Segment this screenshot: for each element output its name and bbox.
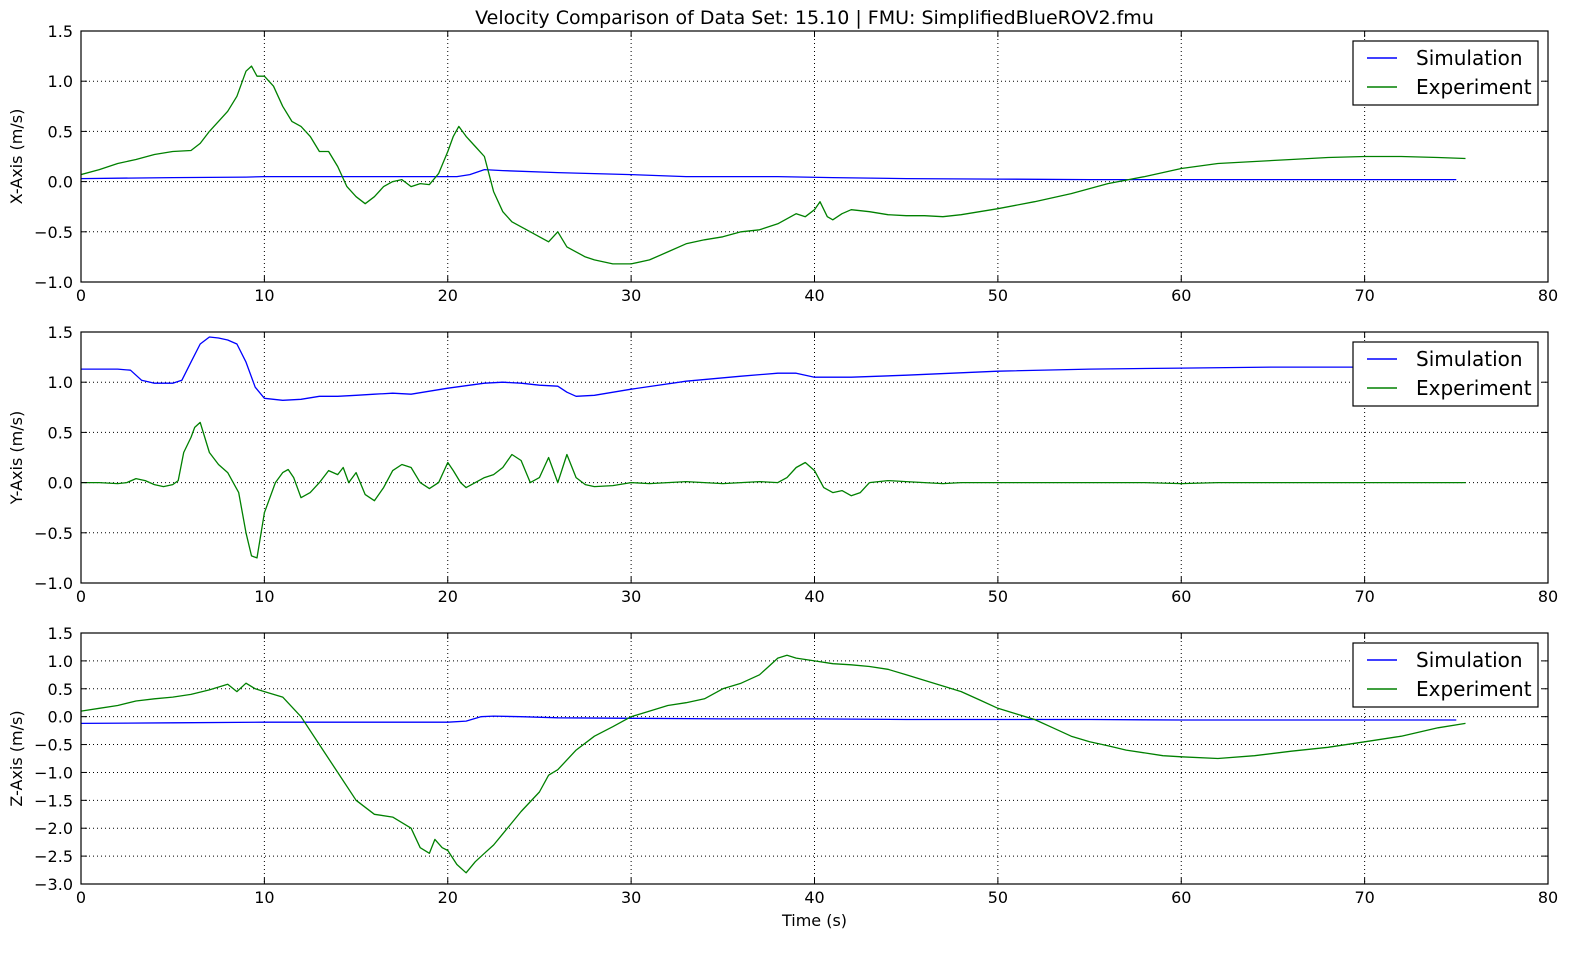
y-tick-label: 1.0 — [48, 72, 73, 91]
chart-panel-1: 0 10 20 30 40 50 60 70 80 −1.0 −0.5 0.0 0.5 1.0 1.5 X-A… — [7, 7, 1558, 305]
x-tick-label: 20 — [438, 888, 458, 907]
y-tick-label: −0.5 — [34, 524, 73, 543]
axes-frame — [80, 632, 1549, 885]
x-tick-label: 80 — [1538, 888, 1558, 907]
axes-frame — [80, 331, 1549, 584]
x-tick-label: 50 — [988, 286, 1008, 305]
y-tick-label: −2.0 — [34, 819, 73, 838]
x-tick-label: 50 — [988, 587, 1008, 606]
x-axis-label: Time (s) — [781, 911, 847, 930]
legend-label-simulation: Simulation — [1416, 347, 1523, 371]
y-tick-label: −2.5 — [34, 847, 73, 866]
series-line-experiment — [81, 65, 1466, 265]
x-tick-label: 40 — [804, 587, 824, 606]
x-tick-label: 70 — [1354, 286, 1374, 305]
x-tick-label: 30 — [621, 888, 641, 907]
chart-panel-3: 0 10 20 30 40 50 60 70 80 −3.0 −2.5 −2.0 −1.5 −1.0 −0.… — [7, 624, 1558, 930]
y-tick-label: 1.5 — [48, 624, 73, 643]
x-tick-label: 0 — [76, 286, 86, 305]
x-tick-label: 10 — [254, 587, 274, 606]
legend-label-simulation: Simulation — [1416, 46, 1523, 70]
y-tick-label: 0.5 — [48, 122, 73, 141]
series-line-experiment — [81, 421, 1466, 559]
y-tick-label: −0.5 — [34, 223, 73, 242]
y-tick-label: −1.0 — [34, 273, 73, 292]
x-tick-label: 80 — [1538, 286, 1558, 305]
x-tick-label: 20 — [438, 587, 458, 606]
x-tick-label: 60 — [1171, 888, 1191, 907]
chart-title: Velocity Comparison of Data Set: 15.10 |… — [475, 7, 1154, 29]
y-axis-label: Y-Axis (m/s) — [7, 411, 26, 505]
legend: Simulation Experiment — [1352, 40, 1539, 106]
series-line-simulation — [81, 715, 1457, 725]
x-tick-label: 20 — [438, 286, 458, 305]
y-tick-label: 1.0 — [48, 373, 73, 392]
legend-label-experiment: Experiment — [1416, 75, 1532, 99]
series-line-simulation — [81, 336, 1457, 401]
y-tick-label: 0.0 — [48, 173, 73, 192]
y-tick-label: 0.0 — [48, 474, 73, 493]
x-tick-label: 60 — [1171, 587, 1191, 606]
x-tick-label: 70 — [1354, 888, 1374, 907]
y-tick-label: −0.5 — [34, 736, 73, 755]
y-tick-label: 0.0 — [48, 708, 73, 727]
x-tick-label: 0 — [76, 587, 86, 606]
legend-box — [1352, 40, 1539, 106]
y-tick-label: 1.5 — [48, 22, 73, 41]
y-axis-label: Z-Axis (m/s) — [7, 710, 26, 806]
x-tick-label: 50 — [988, 888, 1008, 907]
axes-frame — [80, 30, 1549, 283]
y-tick-label: −1.5 — [34, 791, 73, 810]
x-tick-label: 10 — [254, 888, 274, 907]
x-tick-label: 0 — [76, 888, 86, 907]
legend-box — [1352, 341, 1539, 407]
y-tick-label: 0.5 — [48, 680, 73, 699]
series-line-experiment — [81, 654, 1466, 874]
x-tick-label: 80 — [1538, 587, 1558, 606]
x-tick-label: 40 — [804, 888, 824, 907]
x-tick-label: 30 — [621, 286, 641, 305]
y-tick-label: 1.0 — [48, 652, 73, 671]
legend: Simulation Experiment — [1352, 341, 1539, 407]
x-tick-label: 60 — [1171, 286, 1191, 305]
y-tick-label: −3.0 — [34, 875, 73, 894]
legend-label-experiment: Experiment — [1416, 376, 1532, 400]
x-tick-label: 70 — [1354, 587, 1374, 606]
x-tick-label: 10 — [254, 286, 274, 305]
x-tick-label: 30 — [621, 587, 641, 606]
legend-label-experiment: Experiment — [1416, 677, 1532, 701]
legend: Simulation Experiment — [1352, 642, 1539, 708]
y-tick-label: 0.5 — [48, 423, 73, 442]
y-tick-label: −1.0 — [34, 763, 73, 782]
series-line-simulation — [81, 168, 1457, 181]
x-tick-label: 40 — [804, 286, 824, 305]
y-axis-label: X-Axis (m/s) — [7, 109, 26, 205]
legend-box — [1352, 642, 1539, 708]
legend-label-simulation: Simulation — [1416, 648, 1523, 672]
chart-panel-2: 0 10 20 30 40 50 60 70 80 −1.0 −0.5 0.0 0.5 1.0 1.5 Y-A… — [7, 323, 1558, 606]
y-tick-label: 1.5 — [48, 323, 73, 342]
y-tick-label: −1.0 — [34, 574, 73, 593]
